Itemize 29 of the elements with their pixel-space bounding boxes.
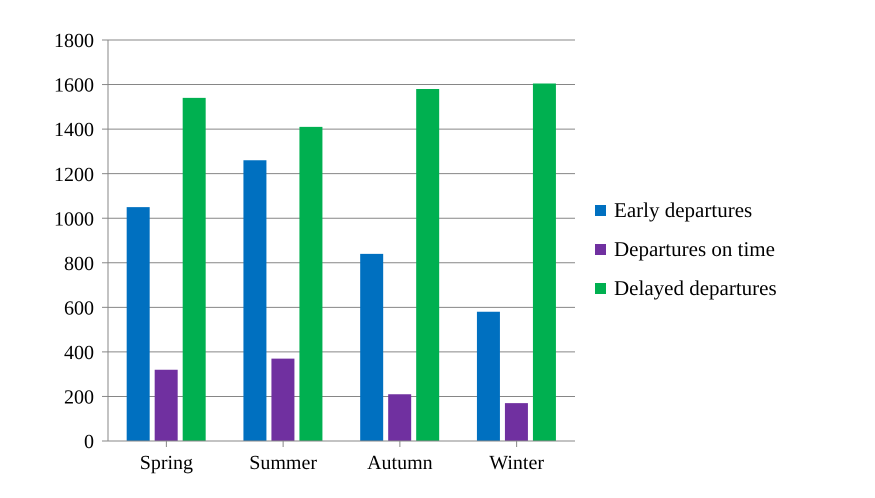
y-tick-label: 1200 xyxy=(54,164,94,186)
bar xyxy=(504,403,528,441)
legend-label: Departures on time xyxy=(614,236,775,262)
x-tick-label: Autumn xyxy=(367,452,433,474)
x-tick-label: Summer xyxy=(249,452,318,474)
y-tick-label: 400 xyxy=(64,342,94,364)
y-tick-label: 600 xyxy=(64,297,94,320)
y-tick-label: 0 xyxy=(84,431,94,454)
bar xyxy=(416,89,440,441)
bar xyxy=(271,358,294,441)
y-tick-label: 1800 xyxy=(54,30,94,52)
legend-label: Delayed departures xyxy=(614,276,777,300)
bar xyxy=(299,126,322,441)
bar xyxy=(476,312,500,441)
legend-label: Early departures xyxy=(614,198,752,222)
x-tick-label: Spring xyxy=(140,452,194,474)
bar xyxy=(388,394,412,441)
y-tick-label: 1400 xyxy=(54,119,94,142)
y-tick-label: 800 xyxy=(64,252,94,275)
bar xyxy=(126,207,150,441)
bar xyxy=(182,98,206,441)
bar xyxy=(532,83,556,441)
bar xyxy=(243,160,266,441)
bar xyxy=(154,370,178,441)
y-tick-label: 1600 xyxy=(54,74,94,97)
y-tick-label: 1000 xyxy=(54,208,94,230)
bar xyxy=(360,254,384,441)
y-tick-label: 200 xyxy=(64,386,94,409)
x-tick-label: Winter xyxy=(489,452,544,474)
